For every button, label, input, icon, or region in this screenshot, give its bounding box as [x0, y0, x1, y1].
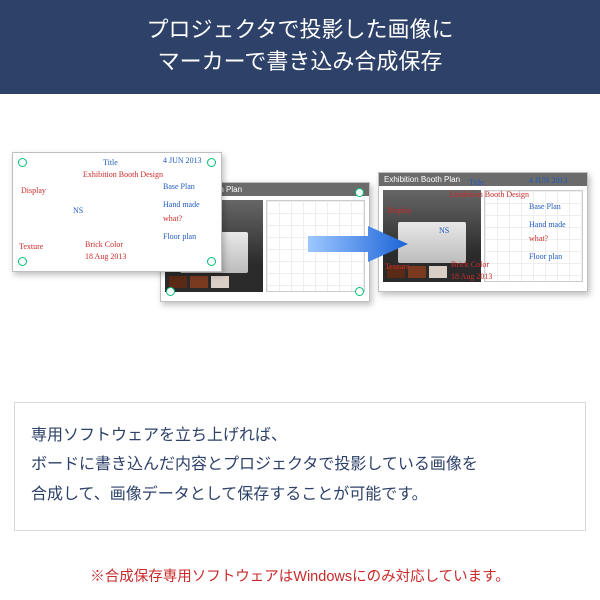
handwriting: Title	[103, 159, 118, 168]
header-line-2: マーカーで書き込み合成保存	[158, 49, 443, 74]
handwriting: Floor plan	[529, 253, 562, 262]
corner-marker-icon	[355, 287, 364, 296]
handwriting: Brick Color	[85, 241, 123, 250]
handwriting: Texture	[19, 243, 43, 252]
corner-marker-icon	[18, 257, 27, 266]
merge-diagram: Exhibition Booth Plan Title4 JUN 2013Exh…	[0, 122, 600, 362]
swatch-2	[408, 266, 426, 278]
handwriting: Texture	[385, 263, 409, 272]
handwriting: what?	[163, 215, 182, 224]
handwriting: Exhibition Booth Design	[449, 191, 529, 200]
handwriting: 4 JUN 2013	[163, 157, 202, 166]
corner-marker-icon	[207, 257, 216, 266]
handwriting: what?	[529, 235, 548, 244]
swatch-2	[190, 276, 208, 288]
footnote: ※合成保存専用ソフトウェアはWindowsにのみ対応しています。	[0, 565, 600, 586]
description-line-2: ボードに書き込んだ内容とプロジェクタで投影している画像を	[31, 456, 478, 473]
handwriting: Exhibition Booth Design	[83, 171, 163, 180]
handwriting: 18 Aug 2013	[451, 273, 492, 282]
handwriting: NS	[73, 207, 83, 216]
swatch-1	[169, 276, 187, 288]
description-line-1: 専用ソフトウェアを立ち上げれば、	[31, 427, 287, 444]
handwriting: Hand made	[163, 201, 200, 210]
merge-arrow-icon	[308, 226, 408, 262]
handwriting: Display	[387, 207, 412, 216]
handwriting: Brick Color	[451, 261, 489, 270]
description-line-3: 合成して、画像データとして保存することが可能です。	[31, 486, 428, 503]
handwriting: Floor plan	[163, 233, 196, 242]
corner-marker-icon	[166, 287, 175, 296]
handwriting: Title	[469, 179, 484, 188]
handwriting: Display	[21, 187, 46, 196]
header-banner: プロジェクタで投影した画像に マーカーで書き込み合成保存	[0, 0, 600, 94]
swatch-3	[429, 266, 447, 278]
panel-whiteboard: Title 4 JUN 2013Exhibition Booth DesignBa…	[12, 152, 222, 272]
handwriting: 18 Aug 2013	[85, 253, 126, 262]
footnote-text: ※合成保存専用ソフトウェアはWindowsにのみ対応しています。	[90, 569, 509, 585]
corner-marker-icon	[355, 188, 364, 197]
handwriting: Base Plan	[163, 183, 195, 192]
handwriting: 4 JUN 2013	[529, 177, 568, 186]
handwriting: Hand made	[529, 221, 566, 230]
header-line-1: プロジェクタで投影した画像に	[146, 17, 453, 42]
corner-marker-icon	[18, 158, 27, 167]
corner-marker-icon	[207, 158, 216, 167]
panel-merged-result: Exhibition Booth Plan Title4 JUN 2013Exh…	[378, 172, 588, 292]
handwriting: Base Plan	[529, 203, 561, 212]
handwriting: NS	[439, 227, 449, 236]
swatch-3	[211, 276, 229, 288]
description-box: 専用ソフトウェアを立ち上げれば、 ボードに書き込んだ内容とプロジェクタで投影して…	[14, 402, 586, 531]
